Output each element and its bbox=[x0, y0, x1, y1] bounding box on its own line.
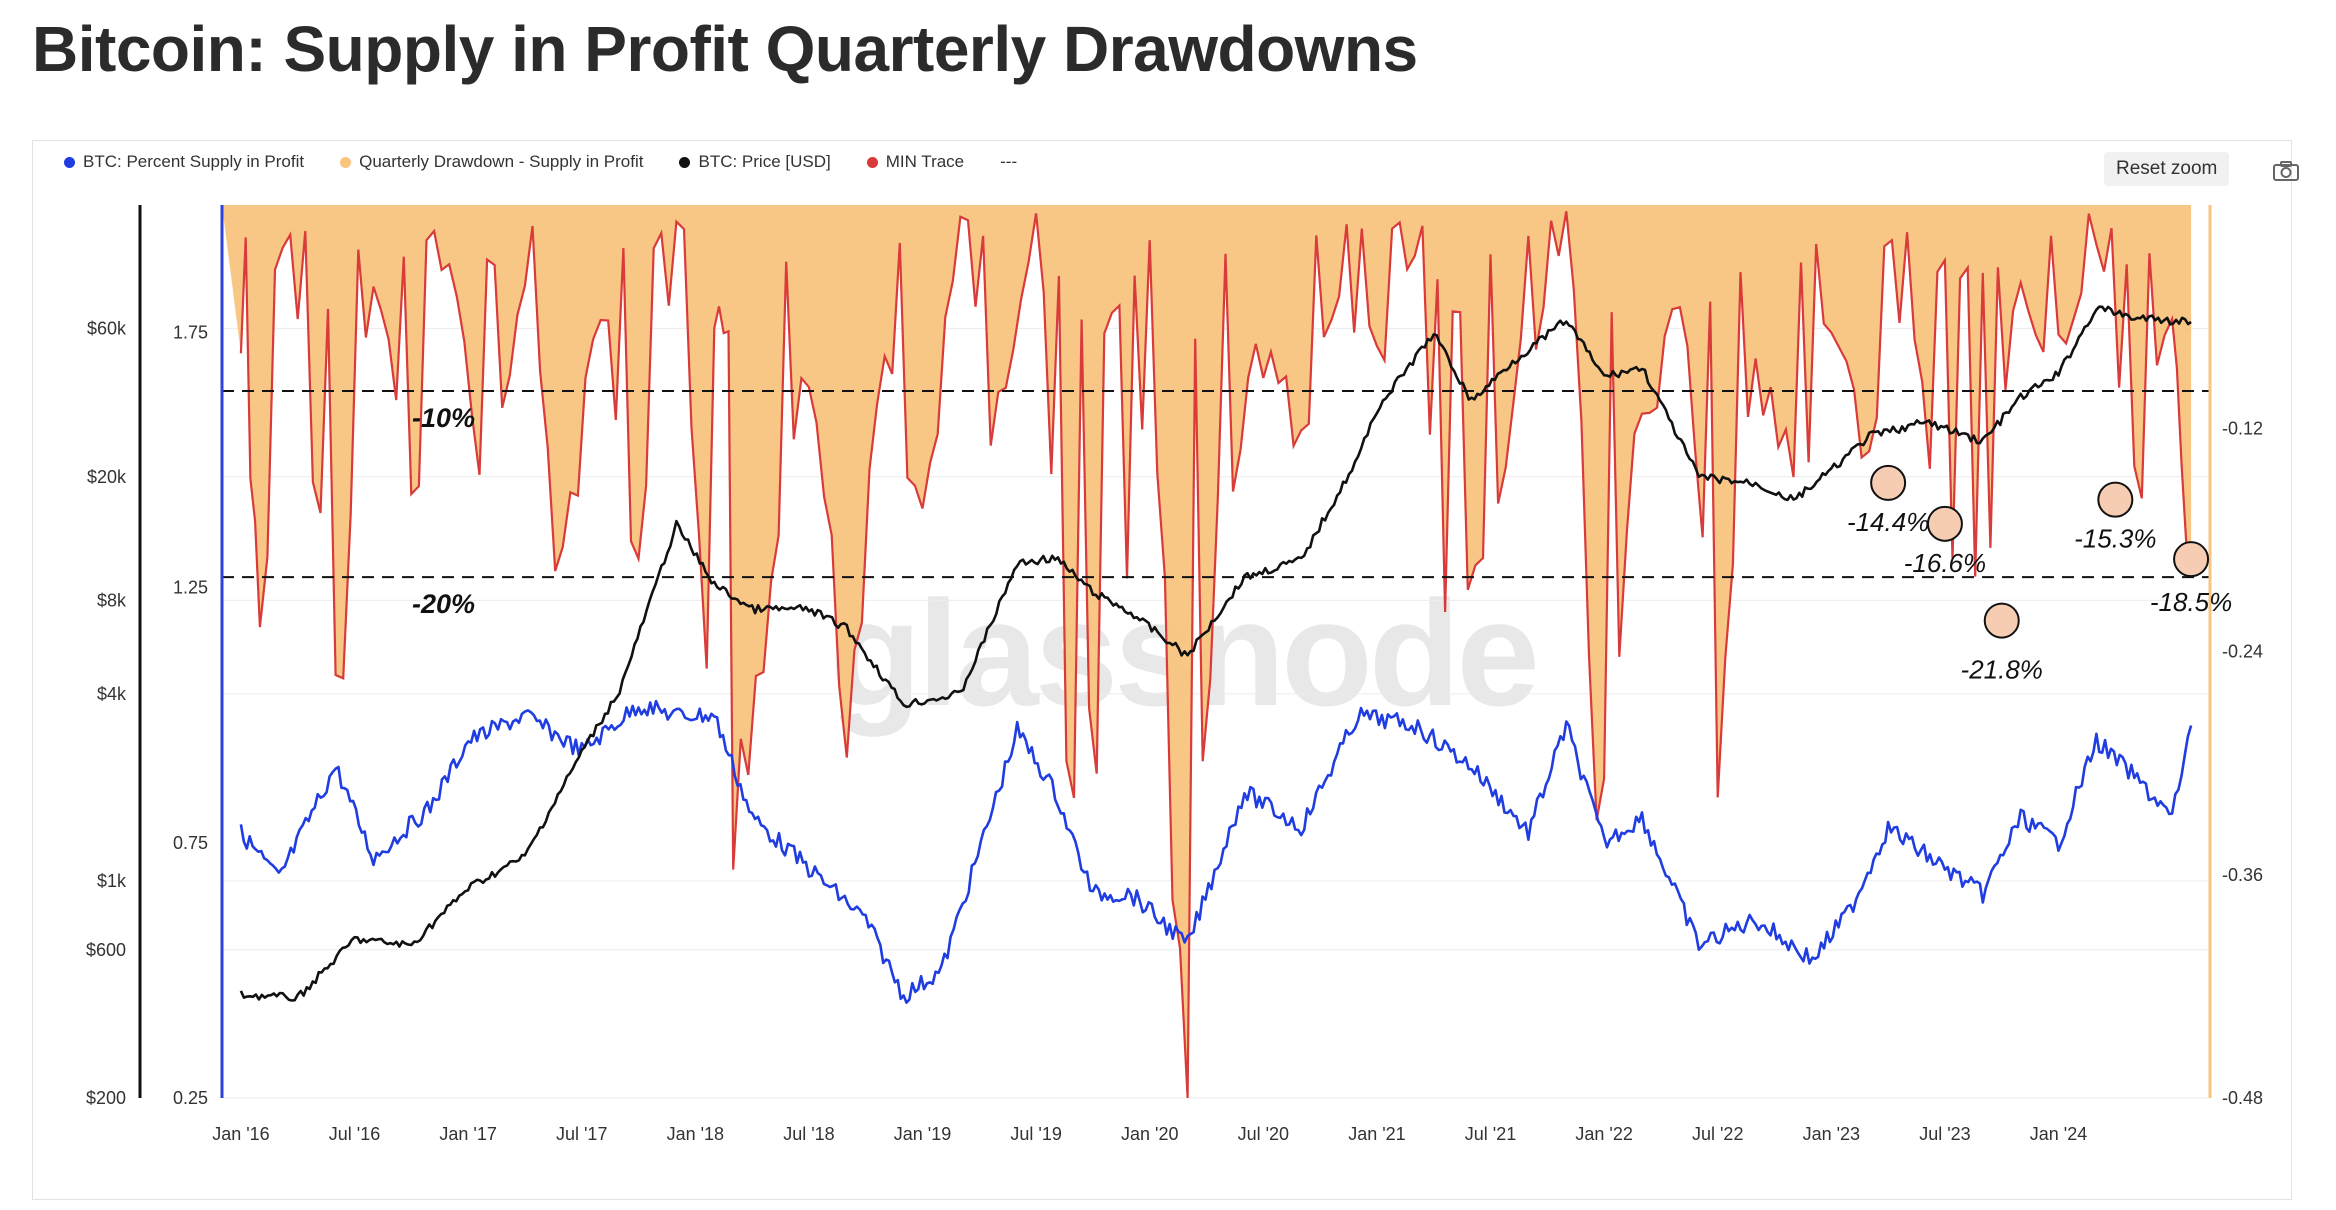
legend-dot bbox=[340, 156, 352, 168]
drawdown-tick-label: -0.48 bbox=[2222, 1088, 2263, 1108]
annotation-label: -18.5% bbox=[2150, 587, 2232, 617]
x-tick-label: Jul '22 bbox=[1692, 1124, 1743, 1144]
reference-label: -20% bbox=[412, 589, 475, 619]
legend-label: MIN Trace bbox=[885, 152, 965, 171]
x-tick-label: Jul '21 bbox=[1465, 1124, 1516, 1144]
drawdown-tick-label: -0.24 bbox=[2222, 642, 2263, 662]
x-tick-label: Jul '23 bbox=[1919, 1124, 1970, 1144]
legend-dot bbox=[679, 156, 691, 168]
reference-label: -10% bbox=[412, 403, 475, 433]
drawdown-axis-ticks: -0.12 -0.24 -0.36 -0.48 bbox=[2222, 418, 2263, 1108]
reset-zoom-button[interactable]: Reset zoom bbox=[2104, 152, 2230, 186]
annotation-label: -16.6% bbox=[1904, 548, 1986, 578]
drawdown-tick-label: -0.36 bbox=[2222, 865, 2263, 885]
annotation-marker bbox=[1983, 602, 2020, 639]
annotation-marker bbox=[2097, 481, 2134, 518]
legend-dot bbox=[866, 156, 878, 168]
x-tick-label: Jul '16 bbox=[329, 1124, 380, 1144]
annotation-marker bbox=[2173, 541, 2210, 578]
legend-item-min-trace[interactable]: MIN Trace bbox=[866, 152, 965, 172]
annotation-marker bbox=[1870, 464, 1907, 501]
x-tick-label: Jan '22 bbox=[1575, 1124, 1632, 1144]
price-tick-label: $200 bbox=[86, 1088, 126, 1108]
price-tick-label: $8k bbox=[97, 590, 127, 610]
legend: BTC: Percent Supply in Profit Quarterly … bbox=[64, 152, 1017, 172]
reference-lines bbox=[222, 390, 2210, 579]
x-tick-label: Jul '17 bbox=[556, 1124, 607, 1144]
legend-item-supply[interactable]: BTC: Percent Supply in Profit bbox=[64, 152, 304, 172]
x-tick-label: Jan '23 bbox=[1803, 1124, 1860, 1144]
min-trace-line bbox=[239, 211, 2193, 1099]
legend-item-dashed[interactable]: --- bbox=[1000, 152, 1017, 172]
annotation-marker bbox=[1926, 505, 1963, 542]
camera-icon[interactable] bbox=[2272, 160, 2300, 182]
supply-tick-label: 1.75 bbox=[173, 323, 208, 343]
supply-tick-label: 0.25 bbox=[173, 1088, 208, 1108]
legend-label: BTC: Price [USD] bbox=[698, 152, 831, 171]
x-axis-ticks: Jan '16 Jul '16 Jan '17 Jul '17 Jan '18 Jul '… bbox=[212, 1124, 2087, 1144]
x-tick-label: Jan '19 bbox=[894, 1124, 951, 1144]
page-title: Bitcoin: Supply in Profit Quarterly Draw… bbox=[32, 13, 1418, 85]
legend-item-drawdown[interactable]: Quarterly Drawdown - Supply in Profit bbox=[340, 152, 643, 172]
price-tick-label: $4k bbox=[97, 684, 127, 704]
price-line bbox=[239, 305, 2192, 1002]
legend-label: Quarterly Drawdown - Supply in Profit bbox=[359, 152, 644, 171]
annotation-label: -21.8% bbox=[1961, 655, 2043, 685]
legend-dot bbox=[64, 156, 75, 168]
x-tick-label: Jul '19 bbox=[1010, 1124, 1061, 1144]
supply-in-profit-line bbox=[239, 699, 2193, 1004]
price-tick-label: $600 bbox=[86, 940, 126, 960]
x-tick-label: Jan '20 bbox=[1121, 1124, 1178, 1144]
drawdown-tick-label: -0.12 bbox=[2222, 418, 2263, 438]
price-tick-label: $1k bbox=[97, 871, 127, 891]
drawdown-area bbox=[222, 205, 2192, 1098]
supply-tick-label: 1.25 bbox=[173, 578, 208, 598]
supply-axis-ticks: 0.25 0.75 1.25 1.75 bbox=[173, 323, 208, 1108]
annotation-label: -15.3% bbox=[2074, 524, 2156, 554]
legend-item-price[interactable]: BTC: Price [USD] bbox=[679, 152, 831, 172]
annotation-label: -14.4% bbox=[1847, 507, 1929, 537]
x-tick-label: Jul '18 bbox=[783, 1124, 834, 1144]
x-tick-label: Jan '16 bbox=[212, 1124, 269, 1144]
price-tick-label: $60k bbox=[87, 319, 127, 339]
x-tick-label: Jan '17 bbox=[439, 1124, 496, 1144]
x-tick-label: Jan '21 bbox=[1348, 1124, 1405, 1144]
legend-label: BTC: Percent Supply in Profit bbox=[83, 152, 305, 171]
supply-tick-label: 0.75 bbox=[173, 833, 208, 853]
x-tick-label: Jul '20 bbox=[1238, 1124, 1289, 1144]
price-axis-ticks: $200 $600 $1k $4k $8k $20k $60k bbox=[86, 319, 127, 1108]
x-tick-label: Jan '18 bbox=[667, 1124, 724, 1144]
price-tick-label: $20k bbox=[87, 467, 127, 487]
x-tick-label: Jan '24 bbox=[2030, 1124, 2087, 1144]
legend-label: --- bbox=[1000, 152, 1018, 171]
